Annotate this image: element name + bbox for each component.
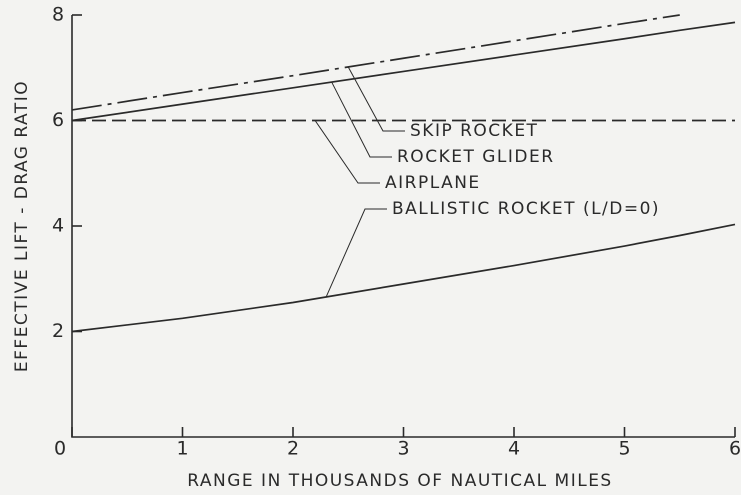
leader-line (331, 81, 392, 158)
y-tick-label: 6 (52, 109, 64, 131)
x-tick-label: 0 (54, 438, 66, 460)
x-tick-label: 2 (287, 438, 299, 460)
series-line (71, 21, 736, 122)
y-tick-label: 2 (52, 320, 64, 342)
x-tick-label: 4 (508, 438, 520, 460)
x-tick-label: 6 (729, 438, 741, 460)
leader-line (314, 120, 380, 184)
leader-line (347, 66, 405, 132)
y-tick-label: 8 (52, 4, 64, 26)
series-line (71, 223, 736, 333)
series-label: SKIP ROCKET (410, 121, 538, 141)
leader-line (325, 208, 387, 298)
series-label: AIRPLANE (385, 173, 481, 193)
x-tick-label: 1 (176, 438, 188, 460)
x-tick-label: 3 (397, 438, 409, 460)
series-label: BALLISTIC ROCKET (L/D=0) (392, 199, 660, 219)
y-tick-label: 4 (52, 215, 64, 237)
y-axis-label: EFFECTIVE LIFT - DRAG RATIO (12, 80, 32, 372)
series-label: ROCKET GLIDER (397, 147, 555, 167)
x-axis-label: RANGE IN THOUSANDS OF NAUTICAL MILES (187, 471, 612, 491)
series-line (71, 14, 680, 111)
axis-line (71, 15, 735, 438)
x-tick-label: 5 (618, 438, 630, 460)
